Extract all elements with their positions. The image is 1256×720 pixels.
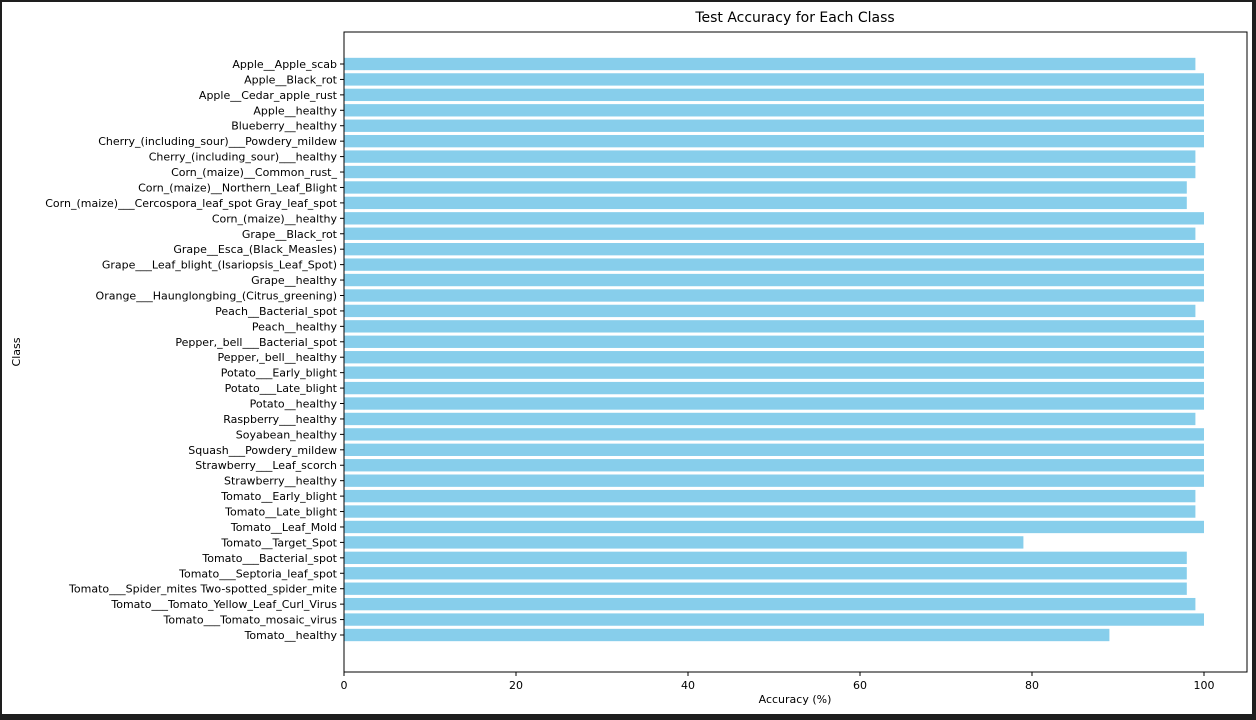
y-tick-label: Corn_(maize)___Cercospora_leaf_spot Gray… [45, 197, 337, 210]
x-tick-label: 0 [341, 679, 348, 692]
bar [344, 243, 1204, 256]
y-tick-label: Soyabean_healthy [236, 428, 338, 441]
bar [344, 304, 1196, 318]
y-tick-label: Potato___Early_blight [221, 367, 338, 380]
y-tick-label: Tomato__Late_blight [224, 506, 338, 519]
y-tick-label: Grape__healthy [251, 274, 337, 287]
bar [344, 628, 1110, 642]
bar [344, 520, 1204, 534]
bar [344, 397, 1204, 410]
y-tick-label: Pepper,_bell___Bacterial_spot [175, 336, 337, 349]
bar [344, 212, 1204, 225]
bar [344, 258, 1204, 271]
y-tick-label: Tomato___Spider_mites Two-spotted_spider… [68, 583, 337, 596]
bar [344, 73, 1204, 86]
y-tick-label: Cherry_(including_sour)___healthy [149, 151, 338, 164]
y-tick-label: Corn_(maize)__Northern_Leaf_Blight [138, 181, 338, 194]
y-tick-label: Potato__healthy [250, 398, 338, 411]
bar [344, 134, 1204, 148]
y-tick-label: Tomato___Tomato_Yellow_Leaf_Curl_Virus [110, 598, 337, 611]
bar [344, 597, 1196, 611]
bar [344, 582, 1187, 595]
y-tick-label: Pepper,_bell__healthy [218, 351, 338, 364]
bar [344, 181, 1187, 194]
x-tick-label: 80 [1025, 679, 1039, 692]
bar [344, 351, 1204, 364]
y-tick-label: Grape__Esca_(Black_Measles) [173, 243, 337, 256]
y-tick-label: Tomato__Target_Spot [220, 536, 337, 549]
y-tick-label: Corn_(maize)__Common_rust_ [171, 166, 337, 179]
y-tick-label: Orange___Haunglongbing_(Citrus_greening) [96, 289, 337, 302]
bar [344, 335, 1204, 348]
bar [344, 320, 1204, 333]
bars-group [344, 57, 1204, 642]
y-tick-label: Blueberry__healthy [231, 120, 337, 133]
plot-frame [343, 31, 1248, 673]
bar [344, 119, 1204, 132]
y-axis-label: Class [10, 337, 23, 366]
bar [344, 273, 1204, 287]
bar [344, 505, 1196, 518]
y-tick-label: Strawberry___Leaf_scorch [195, 459, 337, 472]
bar [344, 489, 1196, 503]
y-tick-label: Raspberry___healthy [223, 413, 337, 426]
bar [344, 567, 1187, 580]
x-axis-ticks: 0 20 40 60 80 100 [341, 672, 1215, 692]
y-axis-ticks: Apple__Apple_scab Apple__Black_rot Apple__… [45, 58, 344, 642]
y-tick-label: Apple__Cedar_apple_rust [199, 89, 338, 102]
bar [344, 551, 1187, 565]
bar [344, 474, 1204, 487]
bar [344, 165, 1196, 179]
y-tick-label: Grape__Black_rot [242, 228, 338, 241]
y-tick-label: Tomato___Bacterial_spot [201, 552, 337, 565]
x-tick-label: 40 [681, 679, 695, 692]
y-tick-label: Tomato__Leaf_Mold [230, 521, 337, 534]
bar [344, 104, 1204, 117]
bar [344, 150, 1196, 163]
y-tick-label: Tomato___Septoria_leaf_spot [178, 567, 338, 580]
bar [344, 613, 1204, 626]
bar [344, 536, 1024, 549]
y-tick-label: Tomato__Early_blight [220, 490, 337, 503]
y-tick-label: Grape___Leaf_blight_(Isariopsis_Leaf_Spo… [102, 259, 337, 272]
y-tick-label: Tomato___Tomato_mosaic_virus [163, 614, 338, 627]
x-tick-label: 60 [853, 679, 867, 692]
bar [344, 289, 1204, 302]
x-tick-label: 20 [509, 679, 523, 692]
bar [344, 459, 1204, 472]
y-tick-label: Apple__Apple_scab [232, 58, 337, 71]
y-tick-label: Cherry_(including_sour)___Powdery_mildew [98, 135, 337, 148]
x-tick-label: 100 [1194, 679, 1215, 692]
bar [344, 412, 1196, 426]
bar [344, 443, 1204, 456]
y-tick-label: Corn_(maize)__healthy [212, 212, 338, 225]
y-tick-label: Apple__healthy [253, 104, 337, 117]
y-tick-label: Peach__Bacterial_spot [215, 305, 338, 318]
bar [344, 88, 1204, 102]
bar [344, 57, 1196, 71]
bar [344, 366, 1204, 379]
y-tick-label: Potato___Late_blight [225, 382, 338, 395]
y-tick-label: Squash___Powdery_mildew [188, 444, 337, 457]
y-tick-label: Apple__Black_rot [244, 73, 338, 86]
bar [344, 428, 1204, 441]
y-tick-label: Strawberry__healthy [224, 475, 337, 488]
chart-title: Test Accuracy for Each Class [694, 10, 894, 26]
y-tick-label: Tomato__healthy [244, 629, 338, 642]
bar [344, 227, 1196, 240]
y-tick-label: Peach__healthy [252, 320, 338, 333]
x-axis-label: Accuracy (%) [759, 693, 832, 706]
bar [344, 381, 1204, 395]
bar [344, 196, 1187, 210]
